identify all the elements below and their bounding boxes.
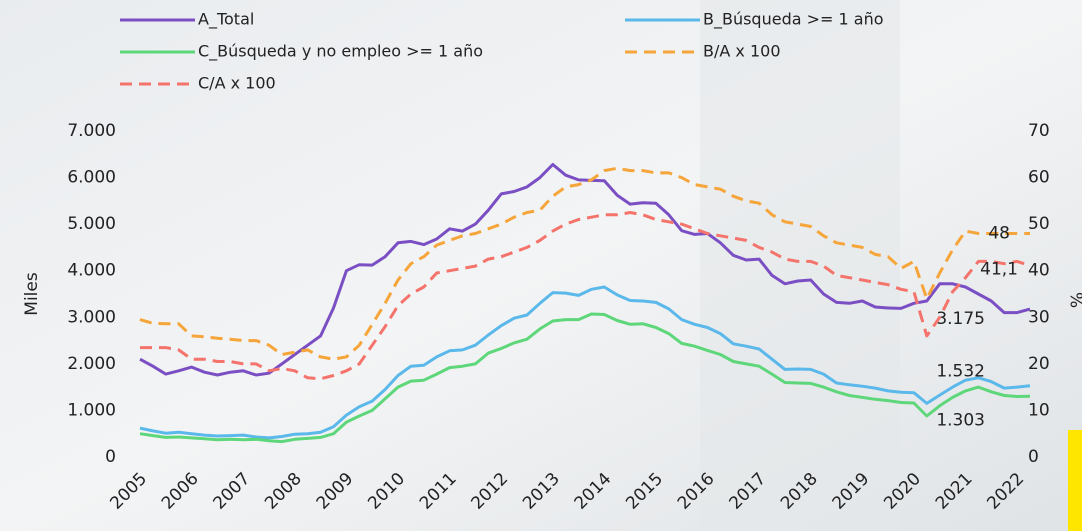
y2-tick-label: 40: [1028, 261, 1050, 281]
data-label: 3.175: [936, 309, 985, 329]
legend-label: A_Total: [198, 10, 254, 30]
data-label: 1.532: [936, 362, 985, 382]
y-tick-label: 4.000: [67, 261, 116, 281]
y2-tick-label: 0: [1028, 447, 1039, 467]
y-tick-label: 2.000: [67, 354, 116, 374]
legend-label: C/A x 100: [198, 74, 276, 93]
y-axis-label: Miles: [22, 272, 42, 316]
y-tick-label: 1.000: [67, 400, 116, 420]
y-tick-label: 7.000: [67, 121, 116, 141]
y-tick-label: 3.000: [67, 307, 116, 327]
y-tick-label: 5.000: [67, 214, 116, 234]
series-line: [139, 312, 1031, 444]
legend-label: C_Búsqueda y no empleo >= 1 año: [198, 42, 483, 62]
y2-tick-label: 20: [1028, 354, 1050, 374]
y2-tick-label: 10: [1028, 400, 1050, 420]
y2-axis-label: %: [1068, 292, 1082, 308]
accent-block: [1068, 430, 1082, 531]
data-label: 48: [988, 223, 1010, 243]
y2-tick-label: 50: [1028, 214, 1050, 234]
y2-tick-label: 70: [1028, 121, 1050, 141]
series-line: [140, 211, 1031, 381]
legend-label: B/A x 100: [703, 42, 781, 61]
y2-tick-label: 30: [1028, 307, 1050, 327]
y-tick-label: 6.000: [67, 168, 116, 188]
data-label: 1.303: [936, 410, 985, 430]
legend-label: B_Búsqueda >= 1 año: [703, 10, 884, 30]
series-line: [139, 163, 1031, 377]
background-shape: [700, 0, 900, 531]
data-label: 41,1: [980, 260, 1018, 280]
y-tick-label: 0: [105, 447, 116, 467]
y2-tick-label: 60: [1028, 168, 1050, 188]
series-line: [139, 285, 1031, 440]
series-line: [139, 166, 1030, 361]
